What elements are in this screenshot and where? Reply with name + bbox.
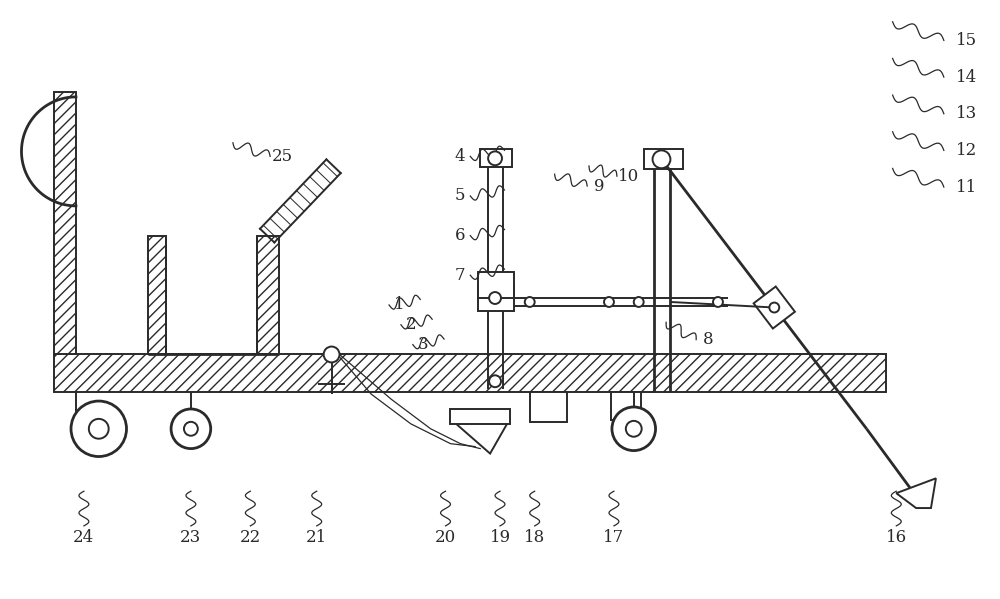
Text: 9: 9 xyxy=(594,177,604,195)
Bar xyxy=(54,92,76,355)
Text: 2: 2 xyxy=(406,316,416,333)
Text: 13: 13 xyxy=(956,105,977,122)
Text: 16: 16 xyxy=(886,530,907,546)
Text: 18: 18 xyxy=(524,530,545,546)
Text: 8: 8 xyxy=(703,331,713,348)
Circle shape xyxy=(489,376,501,387)
Text: 10: 10 xyxy=(618,168,639,184)
Circle shape xyxy=(612,407,656,450)
Circle shape xyxy=(525,297,535,307)
Text: 11: 11 xyxy=(956,179,977,195)
Text: 15: 15 xyxy=(956,32,977,49)
Text: 22: 22 xyxy=(240,530,261,546)
Bar xyxy=(478,285,514,311)
Text: 1: 1 xyxy=(394,297,404,313)
Bar xyxy=(257,235,279,355)
Polygon shape xyxy=(754,286,795,328)
Circle shape xyxy=(769,302,779,313)
Bar xyxy=(478,273,514,298)
Bar xyxy=(644,149,683,170)
Text: 14: 14 xyxy=(956,68,977,86)
Text: 3: 3 xyxy=(417,336,428,353)
Text: 25: 25 xyxy=(271,148,293,165)
Circle shape xyxy=(89,419,109,438)
Circle shape xyxy=(324,347,340,362)
Bar xyxy=(54,355,886,392)
Text: 21: 21 xyxy=(306,530,327,546)
Text: 4: 4 xyxy=(455,148,465,165)
Circle shape xyxy=(653,150,670,168)
Circle shape xyxy=(489,292,501,304)
Text: 23: 23 xyxy=(180,530,202,546)
Text: 6: 6 xyxy=(455,227,465,244)
Text: 7: 7 xyxy=(455,267,465,284)
Bar xyxy=(611,392,641,420)
Text: 24: 24 xyxy=(73,530,95,546)
Text: 17: 17 xyxy=(603,530,625,546)
Text: 20: 20 xyxy=(435,530,456,546)
Text: 12: 12 xyxy=(956,142,977,159)
Circle shape xyxy=(713,297,723,307)
Bar xyxy=(450,409,510,424)
Bar xyxy=(480,149,512,167)
Text: 19: 19 xyxy=(489,530,511,546)
Text: 5: 5 xyxy=(455,187,465,204)
Polygon shape xyxy=(450,419,510,453)
Polygon shape xyxy=(896,479,936,508)
Bar xyxy=(148,235,166,355)
Circle shape xyxy=(184,422,198,435)
Circle shape xyxy=(634,297,644,307)
Circle shape xyxy=(488,152,502,165)
Circle shape xyxy=(171,409,211,449)
Circle shape xyxy=(626,421,642,437)
Bar xyxy=(530,392,567,422)
Circle shape xyxy=(604,297,614,307)
Circle shape xyxy=(71,401,126,456)
